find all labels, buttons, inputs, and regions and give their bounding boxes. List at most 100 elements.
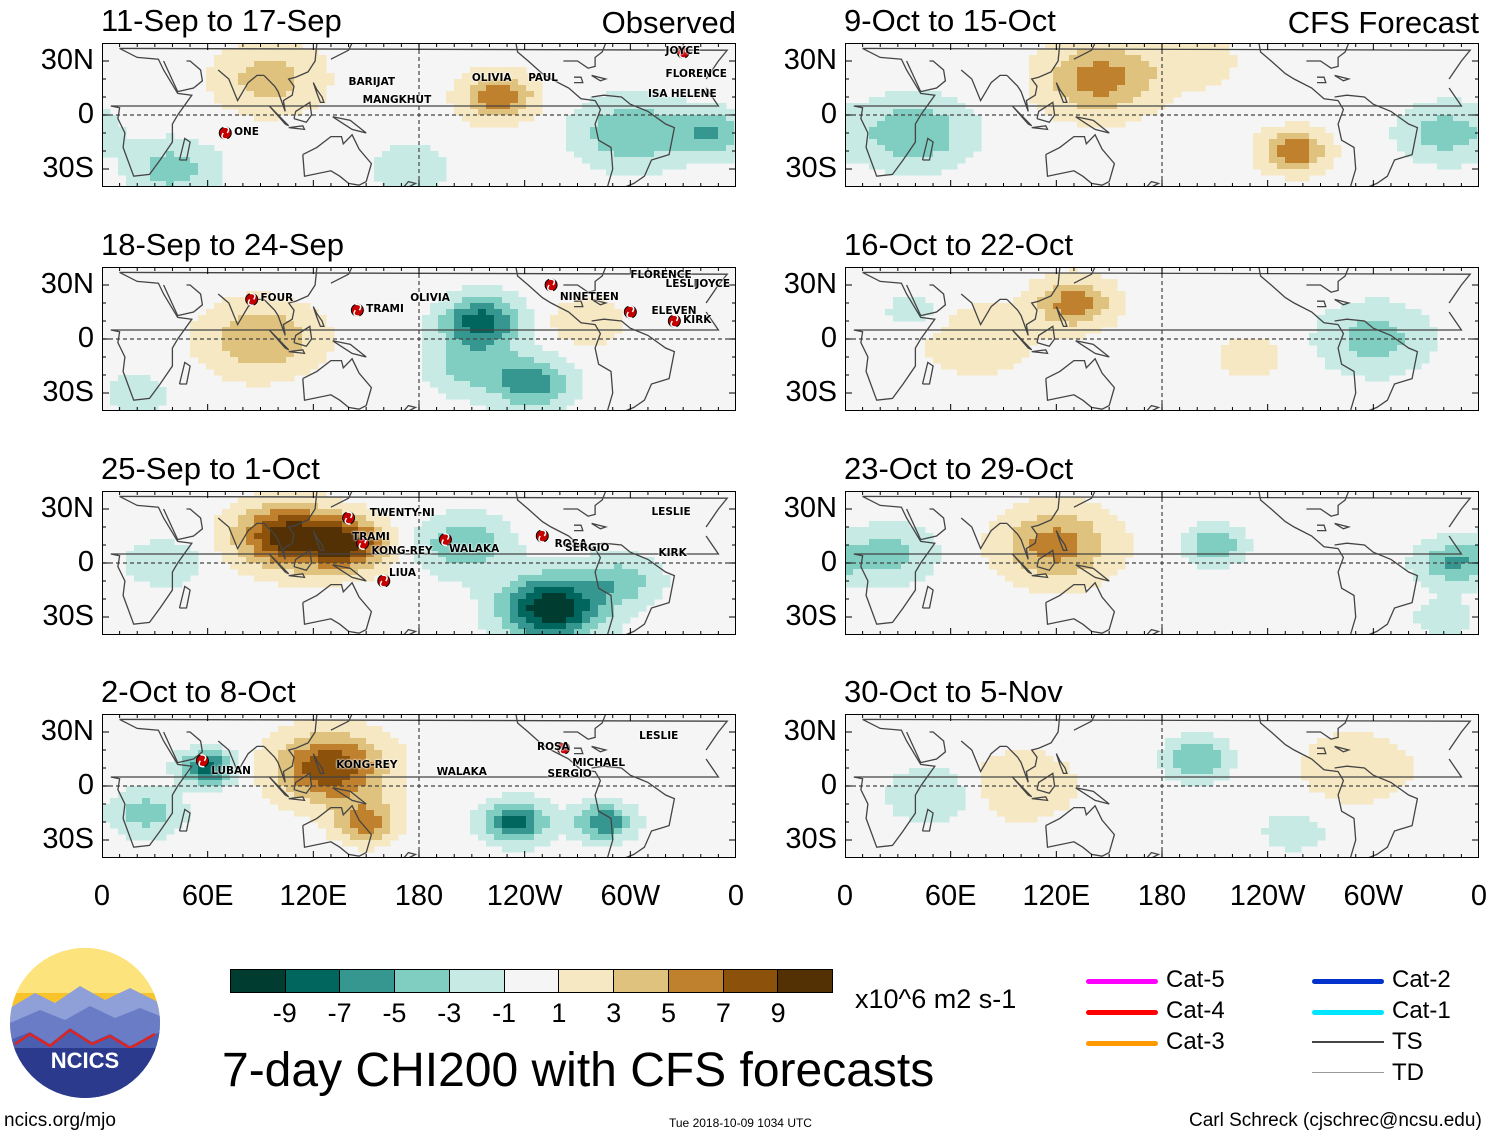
heatmap-cell <box>446 545 455 552</box>
heatmap-cell <box>598 557 607 564</box>
coastline <box>163 508 204 541</box>
heatmap-cell <box>302 351 311 358</box>
coastline <box>288 796 306 802</box>
heatmap-cell <box>933 145 942 152</box>
heatmap-cell <box>310 315 319 322</box>
heatmap-cell <box>1061 67 1070 74</box>
heatmap-cell <box>1245 351 1254 358</box>
heatmap-cell <box>374 539 383 546</box>
heatmap-cell <box>1061 333 1070 340</box>
heatmap-cell <box>454 563 463 570</box>
heatmap-cell <box>246 85 255 92</box>
heatmap-cell <box>510 399 519 406</box>
heatmap-cell <box>534 804 543 811</box>
heatmap-cell <box>1445 557 1454 564</box>
heatmap-cell <box>1117 521 1126 528</box>
heatmap-cell <box>1229 527 1238 534</box>
heatmap-cell <box>542 563 551 570</box>
heatmap-cell <box>158 828 167 835</box>
heatmap-cell <box>1421 321 1430 328</box>
heatmap-cell <box>454 91 463 98</box>
heatmap-cell <box>518 363 527 370</box>
heatmap-cell <box>1349 315 1358 322</box>
heatmap-cell <box>1045 321 1054 328</box>
heatmap-cell <box>598 97 607 104</box>
heatmap-cell <box>550 569 559 576</box>
heatmap-cell <box>502 846 511 853</box>
heatmap-cell <box>286 97 295 104</box>
heatmap-cell <box>614 593 623 600</box>
heatmap-cell <box>630 121 639 128</box>
heatmap-cell <box>422 369 431 376</box>
heatmap-cell <box>558 617 567 624</box>
heatmap-cell <box>1389 309 1398 316</box>
heatmap-cell <box>278 798 287 805</box>
heatmap-cell <box>526 363 535 370</box>
heatmap-cell <box>1029 279 1038 286</box>
heatmap-cell <box>1125 85 1134 92</box>
heatmap-cell <box>1037 497 1046 504</box>
heatmap-cell <box>398 181 407 187</box>
heatmap-cell <box>614 804 623 811</box>
heatmap-cell <box>1061 79 1070 86</box>
heatmap-cell <box>318 569 327 576</box>
heatmap-cell <box>478 527 487 534</box>
heatmap-cell <box>118 381 127 388</box>
heatmap-cell <box>590 115 599 122</box>
heatmap-cell <box>366 810 375 817</box>
heatmap-cell <box>134 375 143 382</box>
heatmap-cell <box>406 181 415 187</box>
heatmap-cell <box>949 133 958 140</box>
heatmap-cell <box>686 121 695 128</box>
heatmap-cell <box>606 617 615 624</box>
heatmap-cell <box>366 569 375 576</box>
heatmap-cell <box>134 828 143 835</box>
heatmap-cell <box>262 750 271 757</box>
heatmap-cell <box>965 357 974 364</box>
heatmap-cell <box>933 115 942 122</box>
heatmap-cell <box>486 575 495 582</box>
heatmap-cell <box>262 780 271 787</box>
heatmap-cell <box>1437 151 1446 158</box>
heatmap-cell <box>134 822 143 829</box>
heatmap-cell <box>598 297 607 304</box>
heatmap-cell <box>1029 497 1038 504</box>
heatmap-cell <box>614 145 623 152</box>
heatmap-cell <box>1213 73 1222 80</box>
heatmap-cell <box>877 127 886 134</box>
heatmap-cell <box>350 503 359 510</box>
heatmap-cell <box>630 157 639 164</box>
heatmap-cell <box>845 551 854 558</box>
heatmap-cell <box>1437 139 1446 146</box>
heatmap-cell <box>166 139 175 146</box>
heatmap-cell <box>590 139 599 146</box>
heatmap-cell <box>1365 303 1374 310</box>
heatmap-cell <box>174 762 183 769</box>
heatmap-cell <box>430 563 439 570</box>
heatmap-cell <box>534 381 543 388</box>
heatmap-cell <box>1021 557 1030 564</box>
heatmap-cell <box>222 315 231 322</box>
heatmap-cell <box>1397 303 1406 310</box>
heatmap-cell <box>1077 85 1086 92</box>
heatmap-cell <box>1205 533 1214 540</box>
heatmap-cell <box>574 816 583 823</box>
heatmap-cell <box>414 145 423 152</box>
heatmap-cell <box>1437 545 1446 552</box>
heatmap-cell <box>110 127 119 134</box>
hurricane-icon <box>544 278 558 292</box>
lat-label-p3-1: 0 <box>77 769 94 801</box>
heatmap-cell <box>502 623 511 630</box>
heatmap-cell <box>166 133 175 140</box>
heatmap-cell <box>1109 291 1118 298</box>
heatmap-cell <box>1029 309 1038 316</box>
heatmap-cell <box>917 115 926 122</box>
panel-title-p4: 9-Oct to 15-Oct <box>844 3 1056 38</box>
heatmap-cell <box>486 539 495 546</box>
heatmap-cell <box>1285 175 1294 182</box>
heatmap-cell <box>925 133 934 140</box>
heatmap-cell <box>550 363 559 370</box>
heatmap-cell <box>1205 557 1214 564</box>
heatmap-cell <box>654 587 663 594</box>
heatmap-cell <box>286 726 295 733</box>
